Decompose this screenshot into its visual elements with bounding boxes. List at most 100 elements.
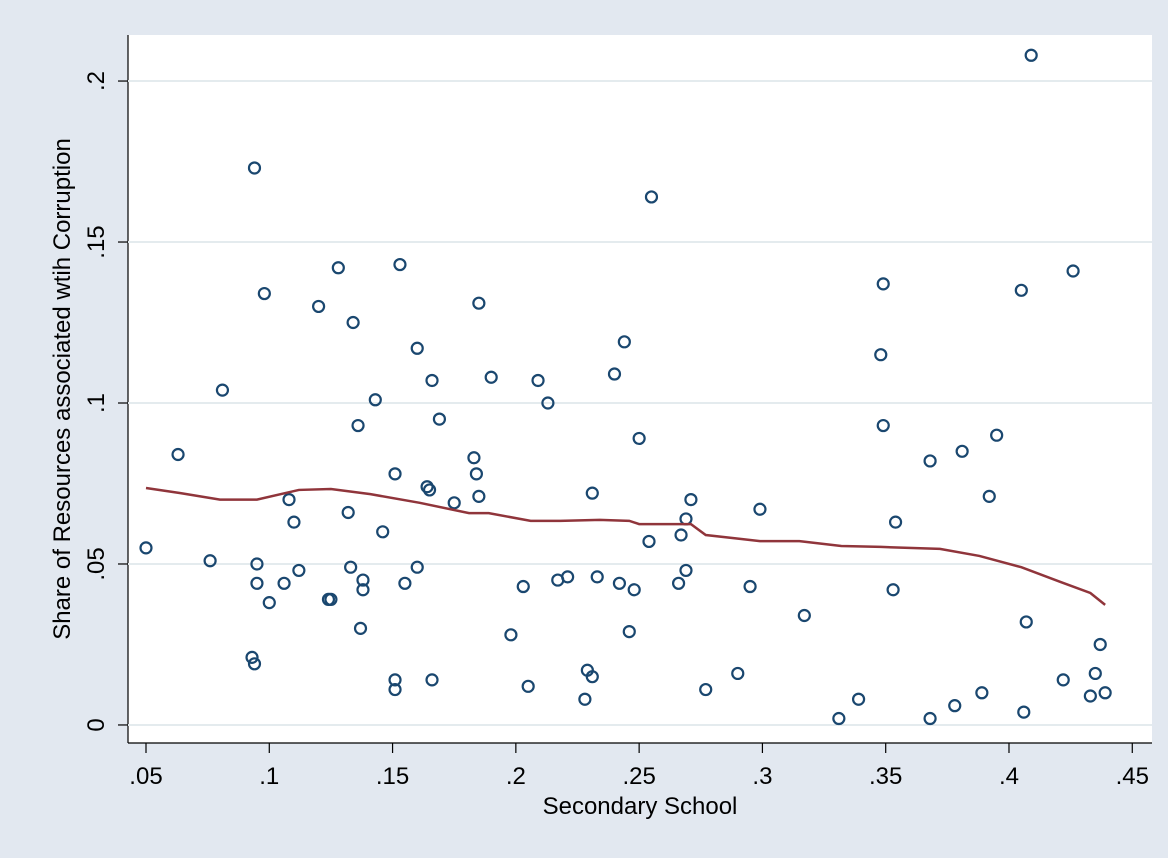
point (923, 711, 937, 726)
point (888, 515, 903, 529)
point (410, 341, 424, 355)
point (948, 699, 962, 713)
point (585, 486, 599, 500)
x-tick-label: .1 (259, 763, 279, 790)
point (876, 277, 890, 291)
point (472, 489, 486, 503)
point (561, 570, 575, 584)
point (171, 447, 185, 462)
point (393, 257, 407, 272)
point (262, 596, 276, 610)
point (874, 348, 888, 362)
point (311, 299, 326, 314)
point (1088, 666, 1102, 681)
point (632, 431, 646, 446)
point (516, 579, 530, 594)
point (324, 592, 338, 607)
point (585, 670, 599, 684)
point (356, 583, 370, 597)
point (590, 570, 604, 584)
point (578, 692, 592, 706)
y-tick-label: .2 (83, 71, 110, 91)
point (1093, 637, 1107, 652)
point (247, 161, 262, 175)
point (975, 686, 989, 700)
x-axis-title: Secondary School (543, 793, 738, 820)
point (684, 492, 698, 507)
y-tick-label: .1 (83, 393, 110, 413)
point (1017, 705, 1031, 719)
point (886, 583, 900, 597)
point (331, 261, 345, 275)
point (484, 370, 498, 384)
point (679, 563, 693, 578)
point (1056, 673, 1070, 687)
point (832, 711, 846, 726)
point (376, 525, 390, 539)
point (642, 534, 656, 549)
point (447, 496, 461, 510)
point (287, 515, 301, 529)
point (356, 573, 370, 587)
point (671, 576, 686, 590)
point (282, 492, 296, 507)
point (731, 666, 745, 681)
x-tick-label: .35 (869, 763, 902, 790)
point (398, 576, 412, 590)
point (699, 682, 713, 697)
point (257, 286, 271, 301)
point (504, 628, 518, 642)
point (990, 428, 1004, 442)
point (876, 418, 890, 433)
lowess-line (145, 486, 1106, 606)
y-tick-label: .05 (83, 547, 110, 580)
point (410, 560, 424, 574)
point (797, 608, 811, 623)
point (368, 393, 382, 407)
point (674, 528, 688, 542)
plot-area (128, 35, 1152, 743)
point (425, 673, 439, 687)
point (607, 367, 622, 381)
point (627, 583, 641, 597)
point (139, 541, 153, 555)
point (422, 483, 437, 497)
x-tick-label: .2 (506, 763, 526, 790)
point (1098, 686, 1112, 700)
point (245, 650, 259, 664)
point (203, 554, 217, 568)
y-tick-label: 0 (83, 718, 110, 731)
point (432, 412, 447, 426)
point (743, 579, 757, 594)
point (1014, 283, 1028, 297)
point (612, 576, 627, 590)
point (1066, 264, 1080, 278)
point (531, 373, 545, 388)
point (344, 560, 358, 574)
point (353, 621, 368, 635)
point (341, 505, 355, 520)
point (521, 679, 535, 693)
point (644, 190, 659, 204)
point (346, 315, 360, 330)
point (425, 373, 439, 388)
point (1083, 689, 1097, 703)
x-tick-label: .25 (622, 763, 655, 790)
y-tick-label: .15 (83, 225, 110, 258)
point (982, 489, 996, 503)
point (388, 682, 402, 697)
point (851, 692, 866, 706)
point (467, 451, 481, 465)
point (247, 657, 262, 671)
point (277, 576, 291, 590)
x-tick-label: .05 (129, 763, 162, 790)
point (1024, 48, 1038, 62)
point (955, 444, 969, 458)
y-axis-title: Share of Resources associated wtih Corru… (49, 138, 76, 640)
point (753, 502, 767, 516)
point (622, 625, 636, 639)
point (469, 467, 484, 481)
point (292, 563, 306, 578)
